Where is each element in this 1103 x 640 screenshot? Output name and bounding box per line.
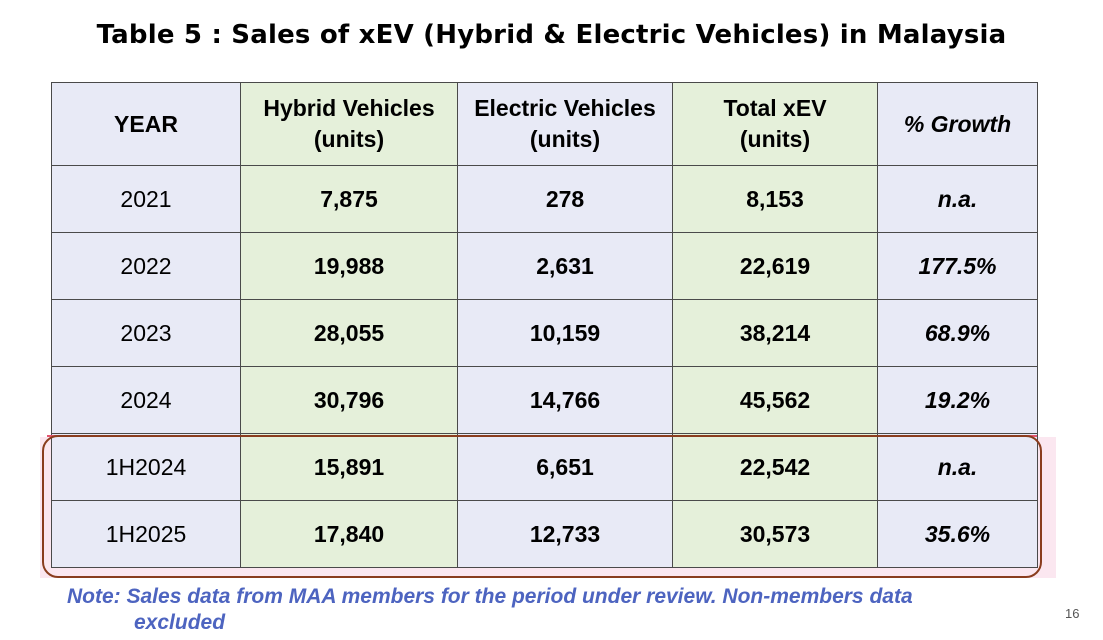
cell-total: 45,562 (672, 366, 878, 434)
cell-year: 1H2024 (51, 433, 241, 501)
cell-growth: n.a. (877, 165, 1038, 233)
page-number: 16 (1065, 606, 1080, 621)
header-hybrid-title: Hybrid Vehicles (263, 95, 435, 121)
cell-hybrid: 30,796 (240, 366, 458, 434)
table-row: 2022 19,988 2,631 22,619 177.5% (51, 232, 1038, 300)
footnote: Note: Sales data from MAA members for th… (67, 584, 1027, 636)
cell-growth: 19.2% (877, 366, 1038, 434)
header-total-unit: (units) (739, 126, 811, 152)
cell-year: 2022 (51, 232, 241, 300)
header-electric: Electric Vehicles (units) (457, 82, 673, 166)
table-header-row: YEAR Hybrid Vehicles (units) Electric Ve… (51, 82, 1038, 166)
header-year: YEAR (51, 82, 241, 166)
cell-hybrid: 15,891 (240, 433, 458, 501)
header-hybrid-unit: (units) (313, 126, 385, 152)
cell-electric: 278 (457, 165, 673, 233)
cell-electric: 6,651 (457, 433, 673, 501)
table-row: 2024 30,796 14,766 45,562 19.2% (51, 366, 1038, 434)
header-total-title: Total xEV (723, 95, 827, 121)
cell-total: 38,214 (672, 299, 878, 367)
cell-total: 8,153 (672, 165, 878, 233)
header-electric-title: Electric Vehicles (474, 95, 656, 121)
cell-growth: n.a. (877, 433, 1038, 501)
cell-electric: 2,631 (457, 232, 673, 300)
cell-hybrid: 28,055 (240, 299, 458, 367)
header-total: Total xEV (units) (672, 82, 878, 166)
table-row: 2023 28,055 10,159 38,214 68.9% (51, 299, 1038, 367)
cell-total: 22,542 (672, 433, 878, 501)
xev-sales-table: YEAR Hybrid Vehicles (units) Electric Ve… (51, 82, 1038, 568)
table-row: 2021 7,875 278 8,153 n.a. (51, 165, 1038, 233)
cell-growth: 177.5% (877, 232, 1038, 300)
slide-title: Table 5 : Sales of xEV (Hybrid & Electri… (96, 20, 1007, 50)
cell-year: 2024 (51, 366, 241, 434)
table-row-highlighted: 1H2024 15,891 6,651 22,542 n.a. (51, 433, 1038, 501)
cell-year: 1H2025 (51, 500, 241, 568)
cell-electric: 14,766 (457, 366, 673, 434)
footnote-line-2: excluded (134, 611, 226, 634)
table-row-highlighted: 1H2025 17,840 12,733 30,573 35.6% (51, 500, 1038, 568)
cell-hybrid: 7,875 (240, 165, 458, 233)
header-electric-unit: (units) (529, 126, 601, 152)
cell-electric: 10,159 (457, 299, 673, 367)
cell-hybrid: 17,840 (240, 500, 458, 568)
header-hybrid: Hybrid Vehicles (units) (240, 82, 458, 166)
cell-growth: 68.9% (877, 299, 1038, 367)
cell-total: 22,619 (672, 232, 878, 300)
cell-year: 2021 (51, 165, 241, 233)
cell-growth: 35.6% (877, 500, 1038, 568)
footnote-line-1: Note: Sales data from MAA members for th… (67, 585, 913, 608)
highlight-box (42, 435, 1042, 578)
cell-hybrid: 19,988 (240, 232, 458, 300)
cell-electric: 12,733 (457, 500, 673, 568)
cell-total: 30,573 (672, 500, 878, 568)
header-growth: % Growth (877, 82, 1038, 166)
cell-year: 2023 (51, 299, 241, 367)
